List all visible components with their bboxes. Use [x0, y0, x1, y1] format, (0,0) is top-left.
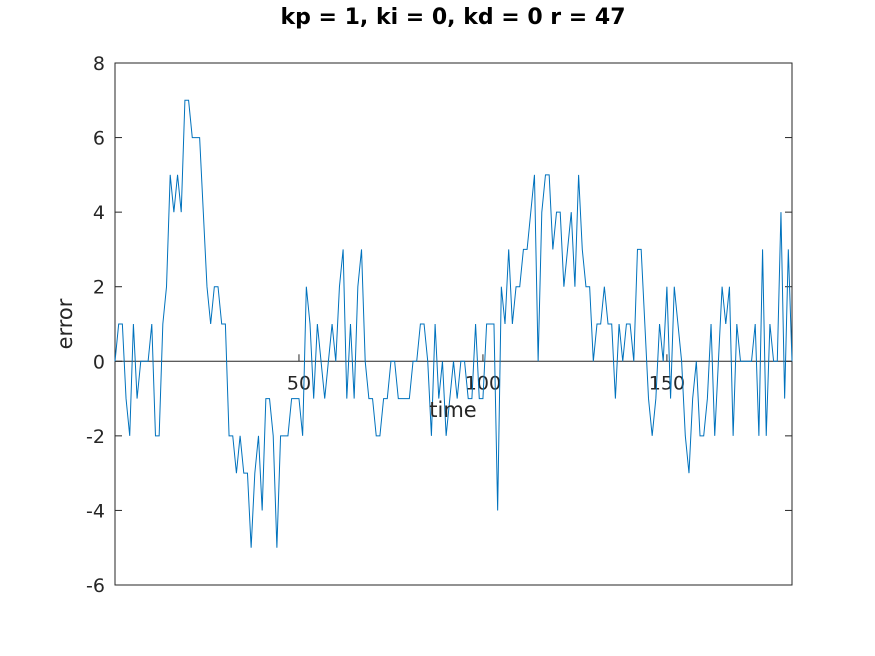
- x-tick-label: 100: [465, 372, 501, 394]
- y-tick-label: 4: [93, 202, 105, 224]
- x-tick-label: 150: [649, 372, 685, 394]
- y-tick-label: -2: [86, 426, 105, 448]
- ticks-group: -6 -4 -2 0 2 4 6 8 50 100 150: [86, 53, 792, 597]
- series-group: [114, 99, 793, 548]
- y-tick-label: 8: [93, 53, 105, 75]
- y-tick-label: 2: [93, 277, 105, 299]
- series-line-error: [114, 99, 793, 548]
- y-tick-label: 0: [93, 351, 105, 373]
- chart-title: kp = 1, ki = 0, kd = 0 r = 47: [280, 5, 625, 30]
- x-tick-label: 50: [287, 372, 311, 394]
- y-tick-label: 6: [93, 128, 105, 150]
- y-tick-label: -4: [86, 500, 105, 522]
- x-axis-label: time: [429, 398, 476, 422]
- y-tick-label: -6: [86, 575, 105, 597]
- y-axis-label: error: [53, 298, 77, 349]
- plot-area: [114, 62, 793, 586]
